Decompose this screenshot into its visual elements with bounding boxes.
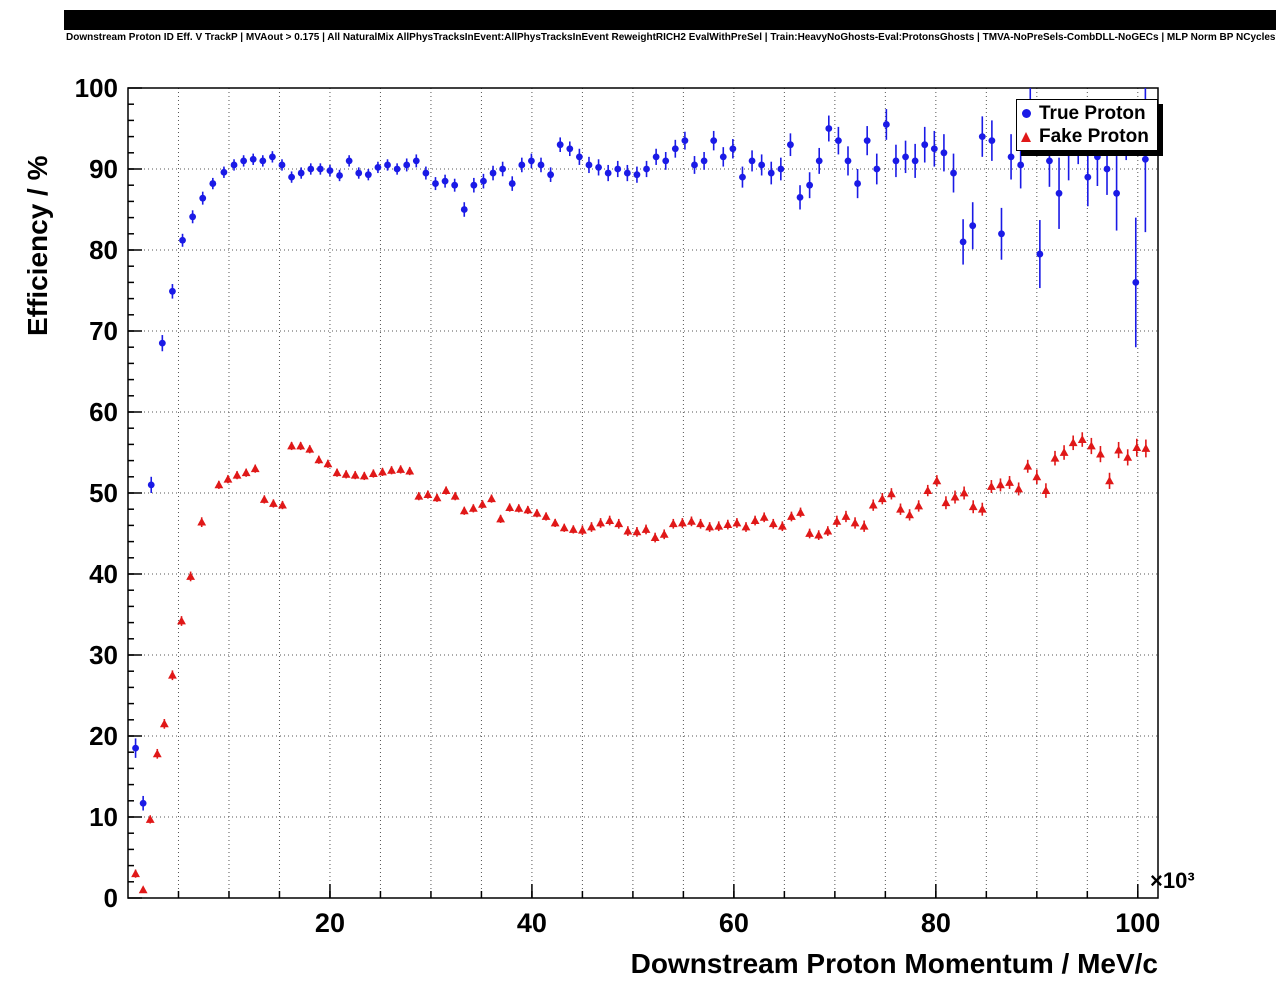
svg-text:40: 40	[89, 559, 118, 589]
svg-text:10: 10	[89, 802, 118, 832]
svg-text:100: 100	[75, 73, 118, 103]
window-topbar	[64, 10, 1276, 30]
svg-text:60: 60	[719, 908, 749, 938]
svg-text:80: 80	[921, 908, 951, 938]
svg-text:100: 100	[1115, 908, 1160, 938]
svg-text:60: 60	[89, 397, 118, 427]
legend-item-fake-proton: Fake Proton	[1017, 125, 1157, 148]
legend-label-fake-proton: Fake Proton	[1039, 125, 1149, 147]
svg-text:×10³: ×10³	[1150, 868, 1195, 893]
svg-text:0: 0	[104, 883, 118, 913]
svg-text:30: 30	[89, 640, 118, 670]
y-axis-title: Efficiency / %	[22, 155, 53, 336]
svg-text:20: 20	[89, 721, 118, 751]
circle-marker-icon	[1017, 109, 1035, 118]
svg-text:20: 20	[315, 908, 345, 938]
svg-text:50: 50	[89, 478, 118, 508]
legend-label-true-proton: True Proton	[1039, 102, 1146, 124]
triangle-marker-icon	[1017, 131, 1035, 142]
svg-text:70: 70	[89, 316, 118, 346]
x-axis-title: Downstream Proton Momentum / MeV/c	[630, 948, 1158, 979]
svg-text:80: 80	[89, 235, 118, 265]
plot-title: Downstream Proton ID Eff. V TrackP | MVA…	[66, 32, 1276, 43]
svg-text:40: 40	[517, 908, 547, 938]
legend: True Proton Fake Proton	[1016, 99, 1158, 151]
legend-item-true-proton: True Proton	[1017, 102, 1157, 125]
svg-text:90: 90	[89, 154, 118, 184]
